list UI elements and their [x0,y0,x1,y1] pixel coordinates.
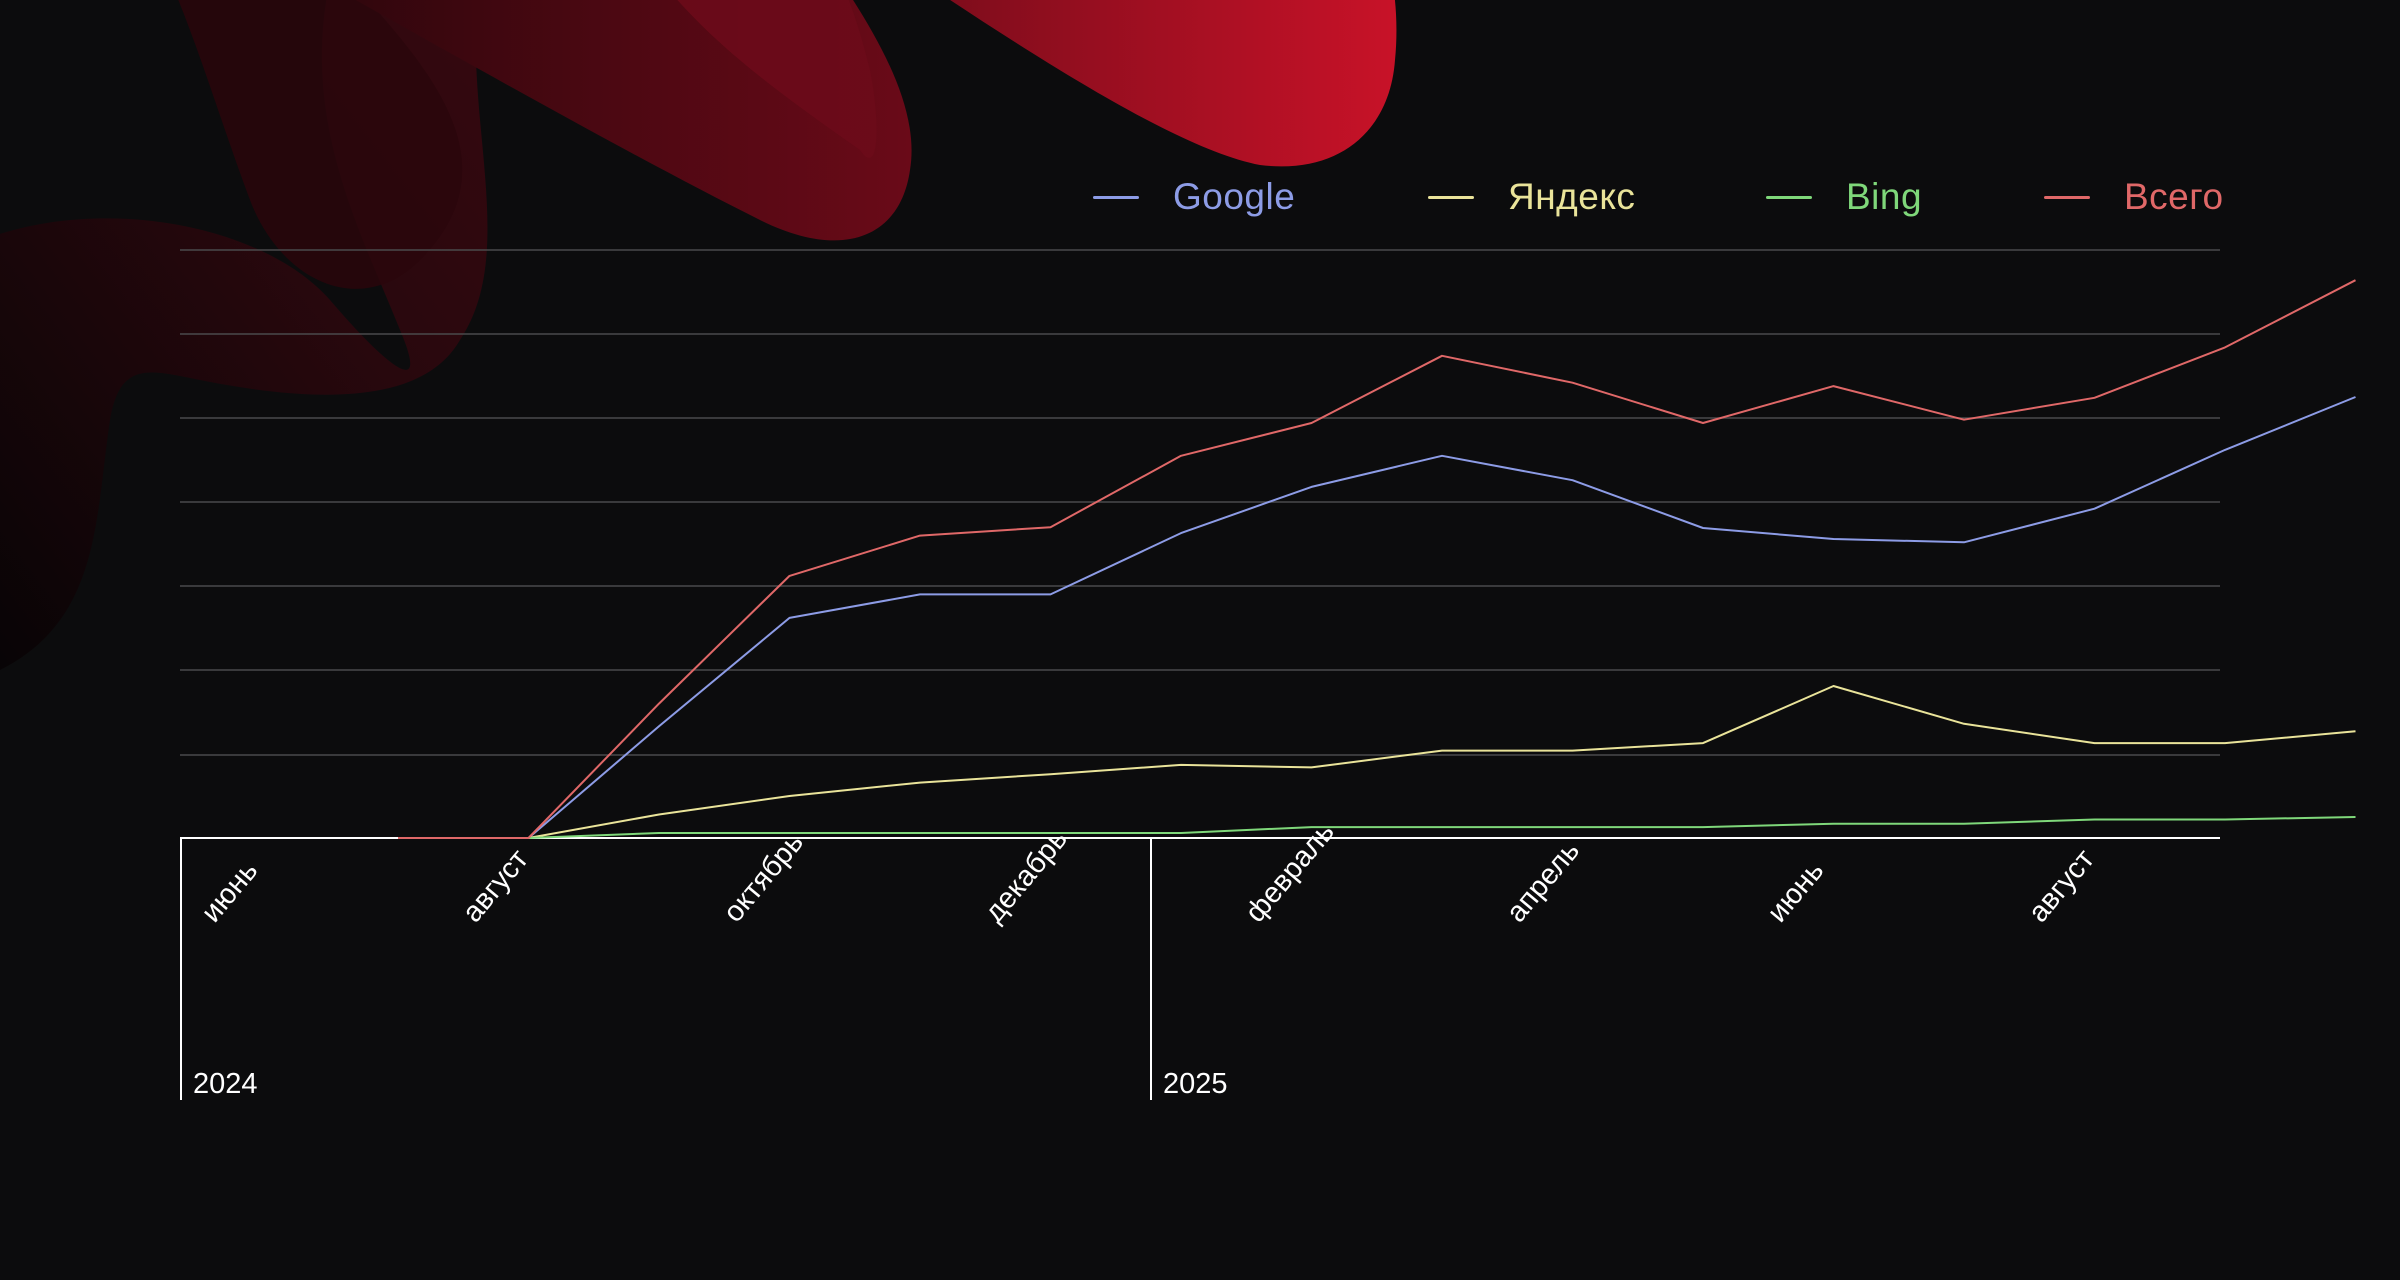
series-line-1 [398,685,2356,839]
year-label: 2024 [193,1068,258,1100]
decorative-ribbon [0,0,1397,670]
gridlines [180,249,2220,756]
year-label: 2025 [1163,1068,1228,1100]
legend-swatch-yandex [1428,195,1474,199]
series-line-3 [398,279,2356,839]
legend-label-total: Всего [2124,176,2224,217]
legend-item-yandex: Яндекс [1428,172,1635,222]
legend-swatch-bing [1766,195,1812,199]
legend-item-google: Google [1093,172,1295,222]
legend-label-yandex: Яндекс [1508,176,1636,217]
legend-item-total: Всего [2044,172,2224,222]
legend-label-bing: Bing [1846,176,1923,217]
series-line-2 [398,816,2356,839]
series-lines [398,279,2356,839]
series-line-0 [398,396,2356,839]
legend-swatch-google [1093,195,1139,199]
legend-swatch-total [2044,195,2090,199]
legend-label-google: Google [1173,176,1296,217]
legend: Google Яндекс Bing Всего [0,172,2400,222]
legend-item-bing: Bing [1766,172,1922,222]
